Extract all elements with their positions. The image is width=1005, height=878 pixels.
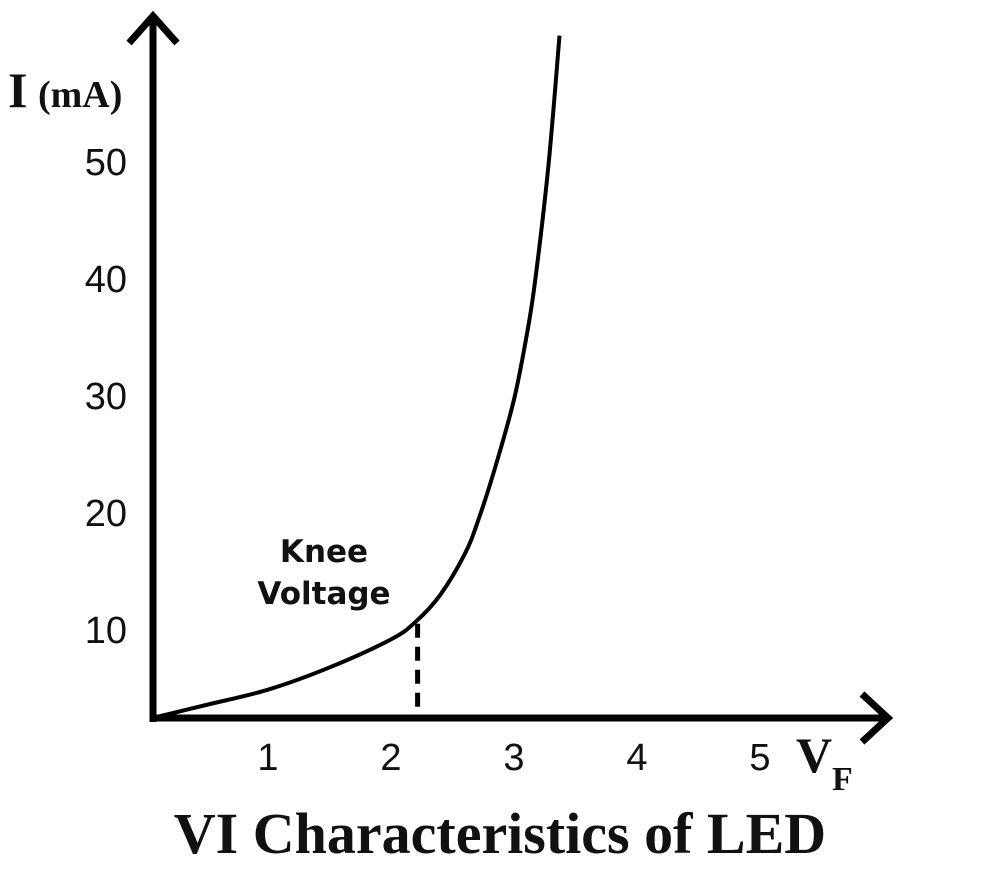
y-tick-label: 20	[85, 493, 127, 535]
x-axis-label-subscript: F	[832, 761, 853, 798]
x-tick-label: 5	[749, 737, 770, 779]
knee-label-line1: Knee	[280, 534, 368, 570]
y-tick-label: 50	[85, 142, 127, 184]
x-tick-label: 4	[626, 737, 647, 779]
x-axis-label: V	[796, 727, 832, 783]
y-tick-label: 40	[85, 259, 127, 301]
x-axis-arrow-icon	[859, 691, 894, 745]
x-tick-label: 2	[380, 737, 401, 779]
y-tick-label: 30	[85, 376, 127, 418]
chart-title: VI Characteristics of LED	[174, 801, 826, 866]
y-tick-label: 10	[85, 610, 127, 652]
knee-label-line2: Voltage	[257, 576, 390, 612]
y-axis-unit: (mA)	[38, 74, 122, 116]
y-axis-label: I	[8, 62, 27, 118]
x-tick-label: 1	[257, 737, 278, 779]
y-axis-arrow-icon	[126, 10, 180, 46]
led-iv-curve	[153, 35, 562, 720]
x-tick-label: 3	[503, 737, 524, 779]
